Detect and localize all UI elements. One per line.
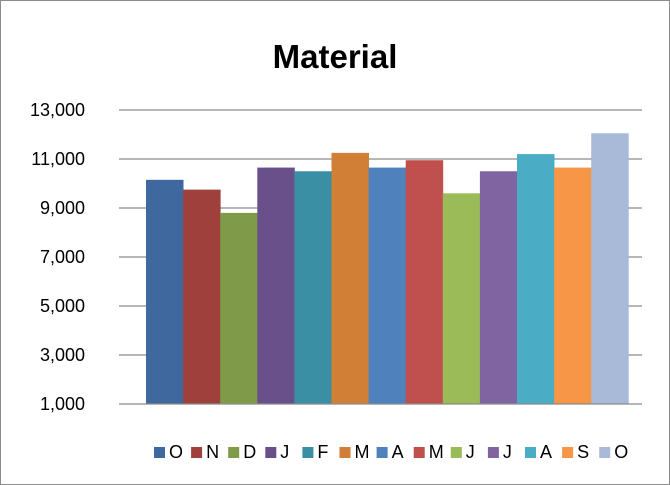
legend-swatch xyxy=(525,447,536,458)
bar-13-o xyxy=(591,133,629,404)
y-tick-label: 13,000 xyxy=(30,100,85,120)
legend-swatch xyxy=(376,447,388,458)
y-tick-label: 9,000 xyxy=(40,198,85,218)
legend-label: M xyxy=(355,442,370,462)
y-axis-ticks: 1,000 3,000 5,000 7,000 9,000 11,000 13,000 xyxy=(30,100,85,414)
bar-7-a xyxy=(368,167,407,404)
legend-swatch xyxy=(450,447,462,458)
bar-1-o xyxy=(146,179,184,404)
bars xyxy=(146,133,629,404)
bar-12-s xyxy=(554,167,592,404)
legend-swatch xyxy=(413,447,425,458)
legend-label: N xyxy=(206,442,219,462)
legend-swatch xyxy=(339,447,351,458)
y-tick-label: 11,000 xyxy=(31,149,85,169)
legend-label: O xyxy=(169,442,183,462)
y-tick-label: 5,000 xyxy=(40,296,85,316)
bar-3-d xyxy=(220,212,258,404)
y-tick-label: 3,000 xyxy=(40,345,85,365)
y-tick-label: 1,000 xyxy=(40,394,85,414)
chart-title: Material xyxy=(273,38,398,75)
legend-label: F xyxy=(317,442,328,462)
legend-swatch xyxy=(265,447,277,458)
legend-swatch xyxy=(228,447,240,458)
legend-swatch xyxy=(191,447,203,458)
legend-label: J xyxy=(280,442,289,462)
legend-label: M xyxy=(429,442,444,462)
legend-swatch xyxy=(154,447,165,458)
legend-swatch xyxy=(562,447,574,458)
legend-label: O xyxy=(614,442,628,462)
bar-4-j xyxy=(257,167,295,404)
bar-2-n xyxy=(183,189,221,404)
y-tick-label: 7,000 xyxy=(40,247,85,267)
legend-label: A xyxy=(392,442,404,462)
bar-6-m xyxy=(331,152,369,404)
bar-9-j xyxy=(442,193,481,404)
legend-label: D xyxy=(243,442,256,462)
legend-label: A xyxy=(540,442,552,462)
bar-11-a xyxy=(517,154,555,404)
legend-label: S xyxy=(577,442,589,462)
bar-8-m xyxy=(405,160,444,404)
bar-5-f xyxy=(294,171,332,404)
legend-swatch xyxy=(302,447,314,458)
legend-label: J xyxy=(466,442,475,462)
legend-swatch xyxy=(487,447,499,458)
legend-label: J xyxy=(503,442,512,462)
bar-10-j xyxy=(479,171,518,404)
legend-swatch xyxy=(599,447,611,458)
